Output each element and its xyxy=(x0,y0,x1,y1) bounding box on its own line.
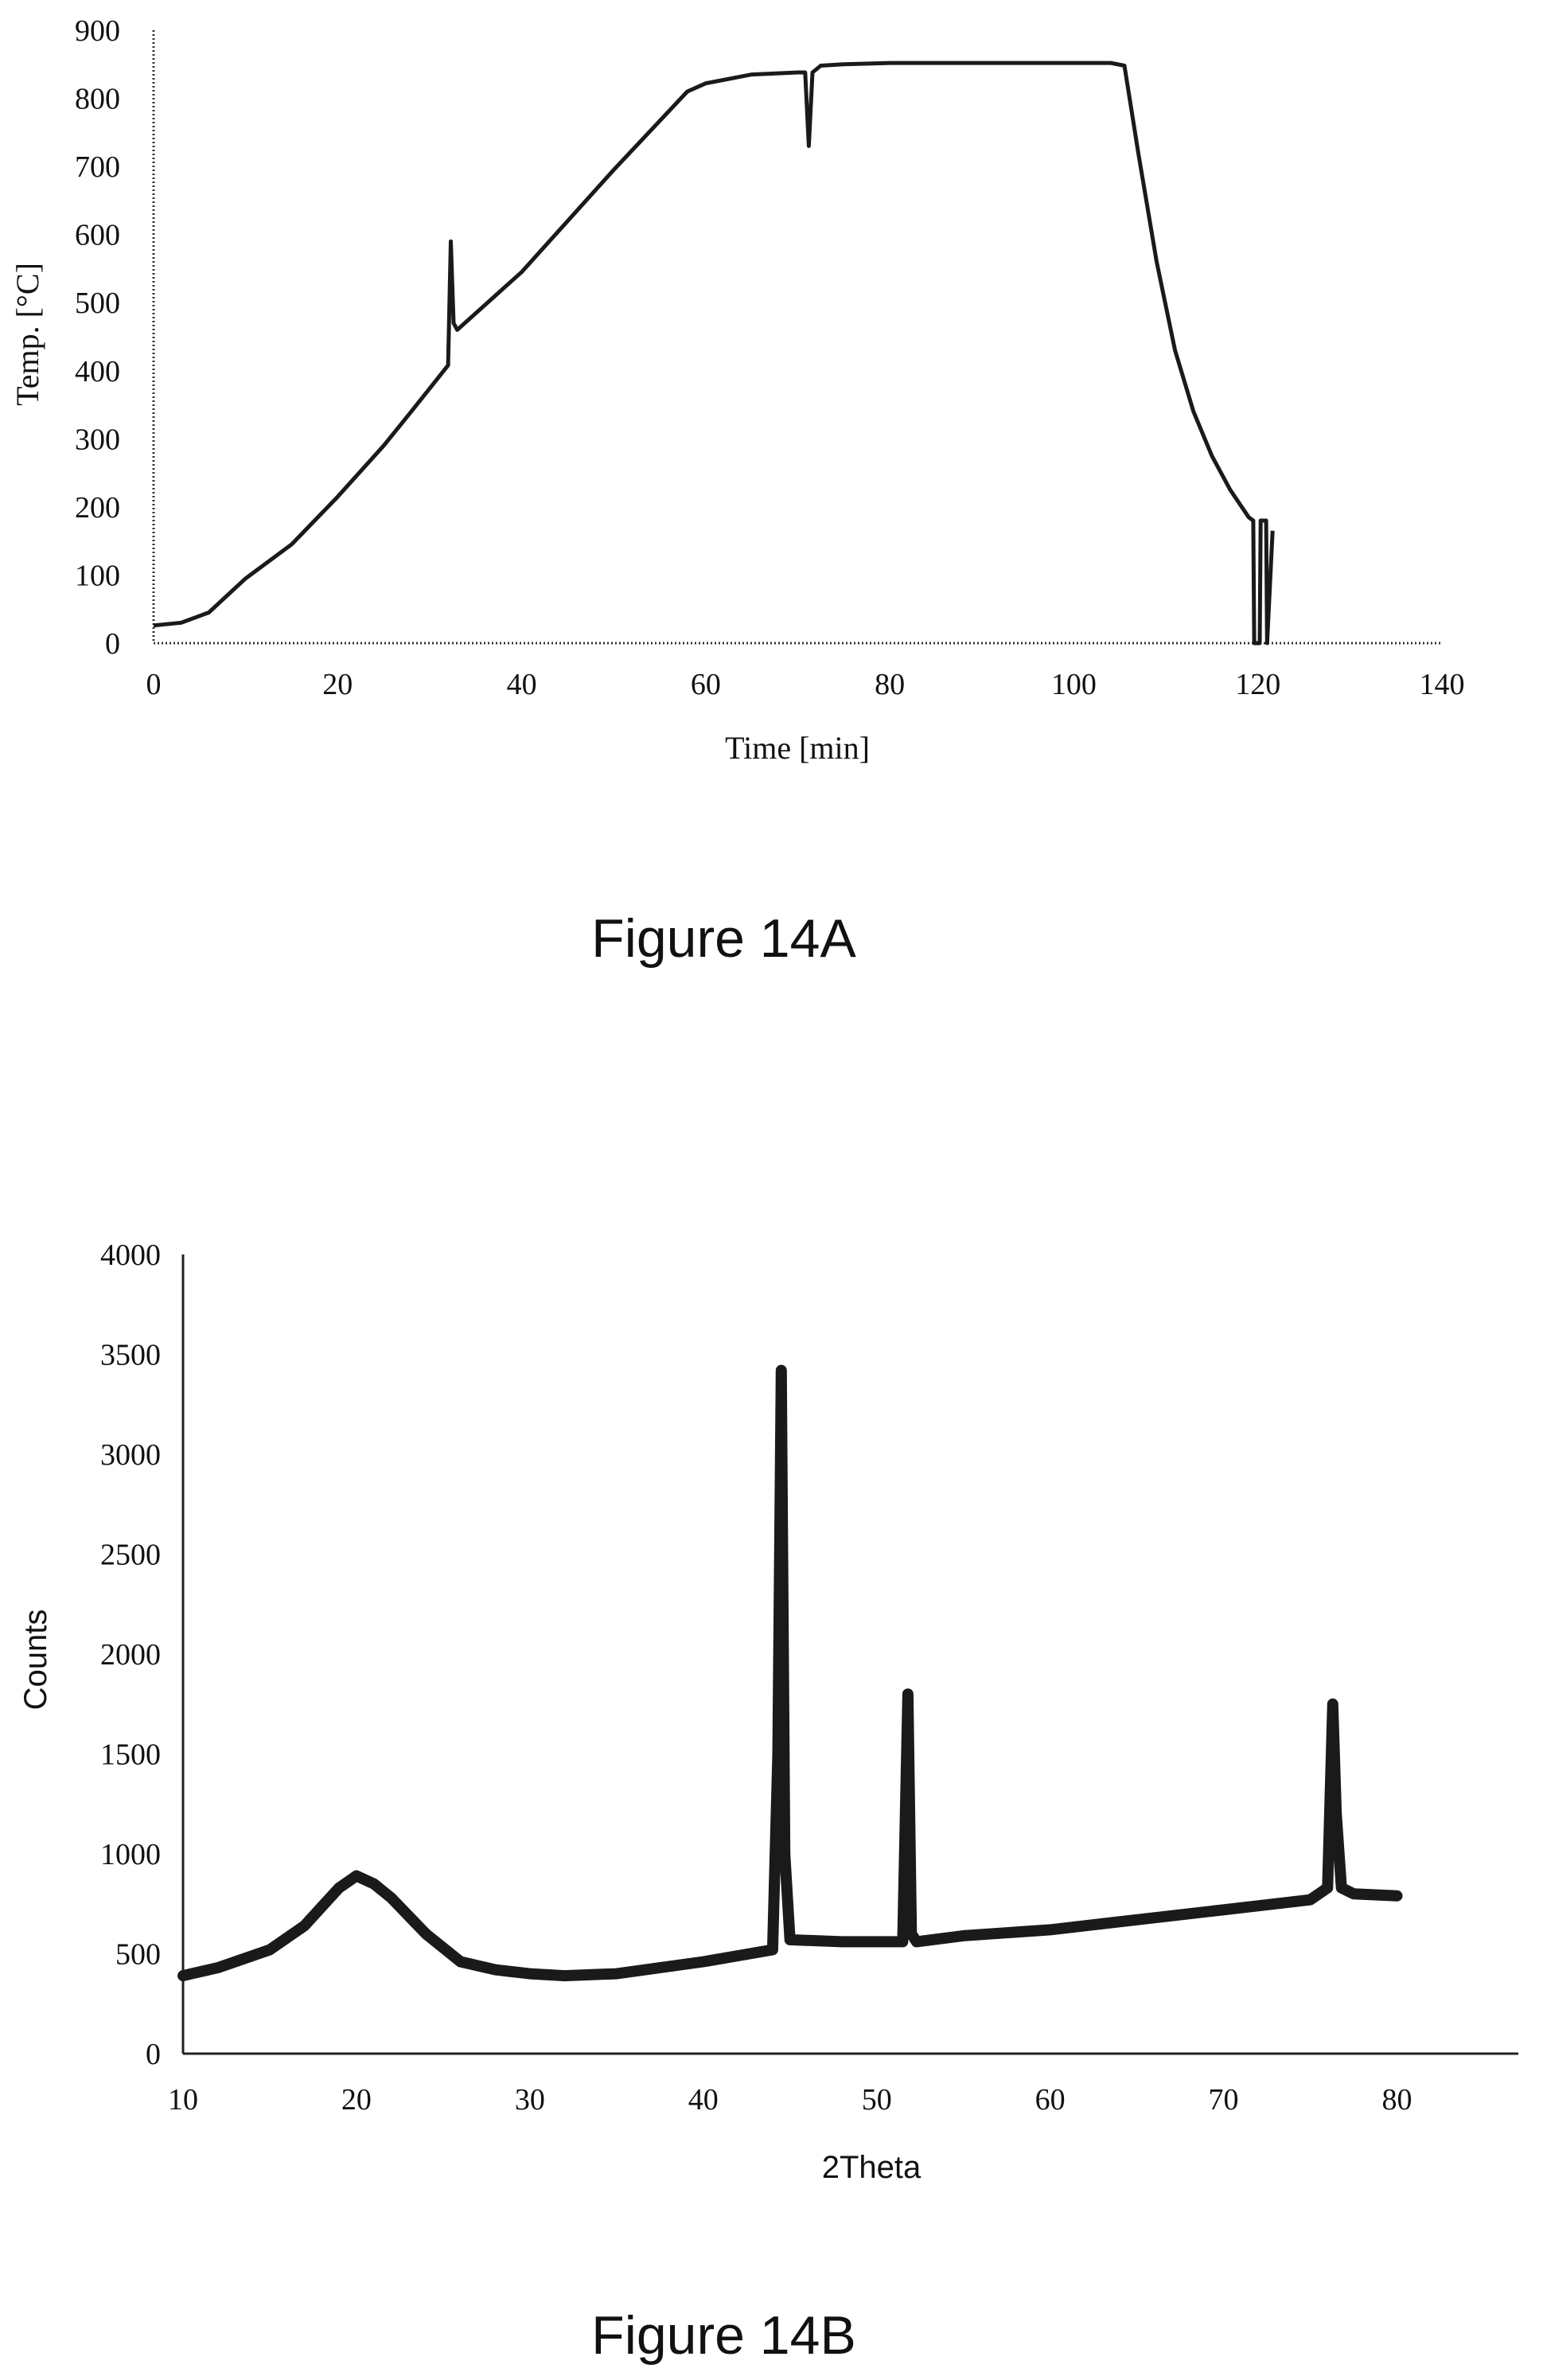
x-axis-title: Time [min] xyxy=(725,730,870,766)
y-tick-label: 1500 xyxy=(100,1738,161,1772)
y-tick-label: 3500 xyxy=(100,1339,161,1372)
figure-14b-caption: Figure 14B xyxy=(591,2305,856,2366)
x-tick-label: 20 xyxy=(322,668,353,701)
x-tick-label: 40 xyxy=(507,668,537,701)
x-tick-label: 40 xyxy=(688,2083,719,2117)
x-tick-label: 10 xyxy=(168,2083,198,2117)
y-tick-label: 600 xyxy=(75,219,120,252)
figure-14a-caption: Figure 14A xyxy=(591,908,856,969)
y-tick-labels: 0 500 1000 1500 2000 2500 3000 3500 4000 xyxy=(100,1239,161,2071)
temperature-line xyxy=(153,60,1275,646)
y-tick-label: 200 xyxy=(75,491,120,525)
x-tick-label: 140 xyxy=(1420,668,1465,701)
y-tick-label: 2000 xyxy=(100,1638,161,1672)
x-tick-label: 50 xyxy=(862,2083,892,2117)
x-tick-labels: 10 20 30 40 50 60 70 80 xyxy=(168,2083,1412,2117)
y-tick-label: 1000 xyxy=(100,1838,161,1871)
x-tick-label: 60 xyxy=(1035,2083,1066,2117)
y-tick-label: 500 xyxy=(115,1938,161,1972)
y-tick-label: 3000 xyxy=(100,1438,161,1472)
x-tick-labels: 0 20 40 60 80 100 120 140 xyxy=(146,668,1465,701)
y-tick-label: 500 xyxy=(75,287,120,320)
plot-area-14b xyxy=(181,1254,1518,2055)
y-tick-label: 900 xyxy=(75,14,120,48)
y-tick-label: 2500 xyxy=(100,1539,161,1572)
x-tick-label: 100 xyxy=(1051,668,1097,701)
y-tick-label: 0 xyxy=(105,627,120,661)
y-tick-label: 0 xyxy=(146,2038,161,2071)
figure-14a-chart: 0 100 200 300 400 500 600 700 800 900 0 20 40 60 80 10… xyxy=(10,14,1465,766)
xrd-pattern-line xyxy=(177,1364,1403,1982)
x-tick-label: 80 xyxy=(1381,2083,1412,2117)
y-tick-label: 400 xyxy=(75,355,120,388)
y-tick-label: 800 xyxy=(75,83,120,116)
x-tick-label: 30 xyxy=(515,2083,545,2117)
y-tick-label: 700 xyxy=(75,150,120,184)
x-tick-label: 80 xyxy=(875,668,905,701)
y-tick-label: 100 xyxy=(75,559,120,592)
plot-area-14a xyxy=(152,30,1442,645)
x-axis-title: 2Theta xyxy=(822,2150,922,2185)
y-axis-title: Temp. [°C] xyxy=(10,263,45,406)
figure-14b-chart: 0 500 1000 1500 2000 2500 3000 3500 4000 10 20 30 4… xyxy=(18,1239,1518,2185)
y-tick-label: 300 xyxy=(75,423,120,456)
x-tick-label: 120 xyxy=(1235,668,1280,701)
x-tick-label: 0 xyxy=(146,668,162,701)
y-tick-label: 4000 xyxy=(100,1239,161,1272)
y-tick-labels: 0 100 200 300 400 500 600 700 800 900 xyxy=(75,14,120,661)
x-tick-label: 60 xyxy=(691,668,721,701)
x-tick-label: 70 xyxy=(1209,2083,1239,2117)
y-axis-title: Counts xyxy=(18,1609,53,1711)
x-tick-label: 20 xyxy=(341,2083,372,2117)
